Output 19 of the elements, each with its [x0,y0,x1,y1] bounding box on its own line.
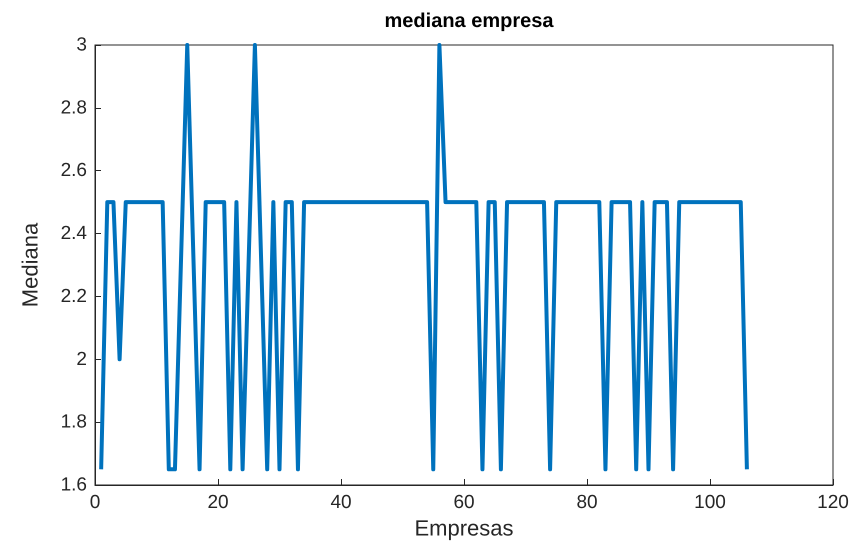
x-tick-label: 0 [90,492,100,513]
x-tick-label: 100 [694,492,726,513]
y-tick-label: 1.8 [60,412,87,433]
y-tick-label: 2.6 [60,160,87,182]
y-tick-label: 1.6 [60,474,87,496]
y-tick-label: 2.4 [60,223,88,244]
x-tick-label: 20 [207,492,229,513]
line-series [99,43,749,472]
x-tick-label: 120 [817,492,849,513]
x-tick-label: 60 [453,492,475,513]
x-tick-label: 40 [330,492,352,513]
chart-title: mediana empresa [384,10,554,32]
y-tick-label: 3 [76,34,87,56]
y-axis-title: Mediana [18,222,42,308]
x-tick-label: 80 [576,492,598,513]
y-tick-label: 2 [76,348,87,370]
y-tick-label: 2.2 [60,286,87,307]
x-axis-title: Empresas [414,515,514,540]
y-tick-label: 2.8 [60,97,87,118]
